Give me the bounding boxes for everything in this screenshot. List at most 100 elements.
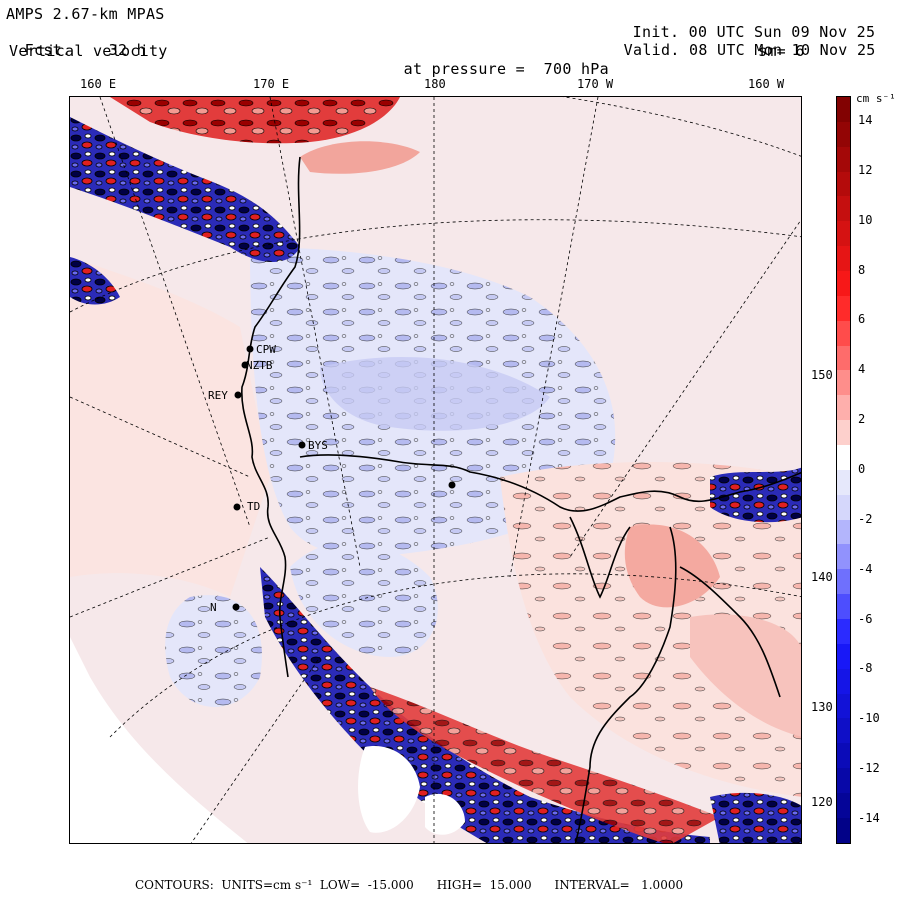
station-label-bys: BYS <box>308 439 328 452</box>
colorbar-tick-label: -2 <box>858 511 873 526</box>
marie-byrd-field-pink <box>500 462 801 797</box>
colorbar-tick-label: 8 <box>858 262 866 277</box>
field-name: Vertical velocity <box>9 42 168 60</box>
map-panel: CPW NZTB REY BYS TD N <box>69 96 802 844</box>
footer-high: HIGH= 15.000 <box>436 878 532 892</box>
coastline <box>241 156 801 843</box>
forecast-hour: Fcst. 32 h <box>6 23 146 59</box>
colorbar <box>836 96 851 844</box>
valid-value: 08 UTC Mon 10 Nov 25 <box>689 41 876 59</box>
colorbar-segment <box>837 121 850 147</box>
station-dot-rey <box>234 391 242 399</box>
mixed-blob-west <box>70 257 120 305</box>
lon-label-160w: 160 W <box>748 77 785 91</box>
init-label: Init. <box>632 23 680 41</box>
colorbar-segment <box>837 768 850 794</box>
colorbar-tick-label: 6 <box>858 312 866 327</box>
colorbar-tick-label: 4 <box>858 362 866 377</box>
white-gap-1 <box>358 746 420 833</box>
blue-patch-2 <box>290 541 438 657</box>
init-value: 00 UTC Sun 09 Nov 25 <box>688 23 876 41</box>
blue-patch-1 <box>320 357 550 431</box>
fcst-value: 32 h <box>108 41 146 59</box>
colorbar-tick-label: -8 <box>858 661 873 676</box>
colorbar-unit: cm s⁻¹ <box>856 92 896 105</box>
colorbar-tick-label: 0 <box>858 462 866 476</box>
station-label-cpw: CPW <box>256 343 276 356</box>
pink-patch-1 <box>624 524 720 608</box>
station-dot-east <box>448 481 456 489</box>
station-dot-cpw <box>246 345 254 353</box>
colorbar-segment <box>837 97 850 122</box>
pressure-value: 700 hPa <box>543 60 609 78</box>
colorbar-segment <box>837 196 850 222</box>
colorbar-tick-label: -12 <box>858 761 880 776</box>
footer-low: LOW= -15.000 <box>319 878 414 892</box>
colorbar-segment <box>837 345 850 371</box>
colorbar-segment <box>837 643 850 669</box>
mixed-blob-east <box>710 467 801 523</box>
colorbar-segment <box>837 171 850 197</box>
colorbar-segment <box>837 320 850 346</box>
blue-patch-3 <box>165 595 262 707</box>
pressure-label: at pressure = <box>403 60 525 78</box>
station-dot-n <box>232 603 240 611</box>
longitude-meridians <box>70 97 801 843</box>
colorbar-segment <box>837 370 850 396</box>
lon-label-170w: 170 W <box>577 77 614 91</box>
transantarctic-mixed-band <box>260 567 710 843</box>
station-label-nztb: NZTB <box>246 359 273 372</box>
colorbar-segment <box>837 271 850 296</box>
victoria-land-mixed-band <box>70 117 300 262</box>
top-pink-streak <box>300 141 420 174</box>
smoothing-value: sm= 6 <box>758 42 805 60</box>
colorbar-segment <box>837 494 850 520</box>
lon-label-160e: 160 E <box>80 77 117 91</box>
white-gap-2 <box>425 793 465 835</box>
valid-time: Valid. 08 UTC Mon 10 Nov 25 <box>605 23 876 59</box>
station-dot-td <box>233 503 241 511</box>
colorbar-segment <box>837 519 850 545</box>
colorbar-tick-label: 10 <box>858 212 873 227</box>
latitude-circles <box>70 97 801 738</box>
colorbar-segment <box>837 395 850 421</box>
colorbar-segment <box>837 420 850 446</box>
colorbar-tick-label: 2 <box>858 412 866 427</box>
model-title: AMPS 2.67-km MPAS <box>6 5 165 23</box>
colorbar-segment <box>837 693 850 719</box>
colorbar-segment <box>837 246 850 272</box>
station-dot-nztb <box>241 361 249 369</box>
colorbar-segment <box>837 817 850 843</box>
colorbar-segment <box>837 295 850 321</box>
footer-contours-info: CONTOURS: UNITS=cm s⁻¹ LOW= -15.000 HIGH… <box>135 878 683 892</box>
footer-contours-label: CONTOURS: <box>135 878 214 892</box>
pressure-level: at pressure = 700 hPa <box>385 42 609 78</box>
colorbar-segment <box>837 469 850 495</box>
transantarctic-red-band <box>370 687 720 843</box>
top-red-band <box>110 97 400 144</box>
init-time: Init. 00 UTC Sun 09 Nov 25 <box>614 5 875 41</box>
colorbar-segment <box>837 743 850 769</box>
colorbar-tick-label: -14 <box>858 811 880 826</box>
colorbar-tick-label: -10 <box>858 711 880 726</box>
valid-label: Valid. <box>623 41 680 59</box>
fcst-label: Fcst. <box>24 41 72 59</box>
station-label-rey: REY <box>208 389 228 402</box>
colorbar-segment <box>837 668 850 694</box>
colorbar-segment <box>837 569 850 595</box>
station-label-td: TD <box>247 500 260 513</box>
colorbar-tick-label: -6 <box>858 611 873 626</box>
colorbar-segment <box>837 793 850 818</box>
colorbar-segment <box>837 718 850 744</box>
colorbar-segment <box>837 594 850 620</box>
footer-units: UNITS=cm s⁻¹ <box>221 878 313 892</box>
footer-interval: INTERVAL= 1.0000 <box>554 878 684 892</box>
colorbar-tick-label: -4 <box>858 561 873 576</box>
station-dot-bys <box>298 441 306 449</box>
colorbar-segment <box>837 544 850 570</box>
colorbar-segment <box>837 221 850 247</box>
colorbar-segment <box>837 619 850 644</box>
colorbar-tick-label: 14 <box>858 112 873 127</box>
lon-label-180: 180 <box>424 77 446 91</box>
station-label-n: N <box>210 601 217 614</box>
